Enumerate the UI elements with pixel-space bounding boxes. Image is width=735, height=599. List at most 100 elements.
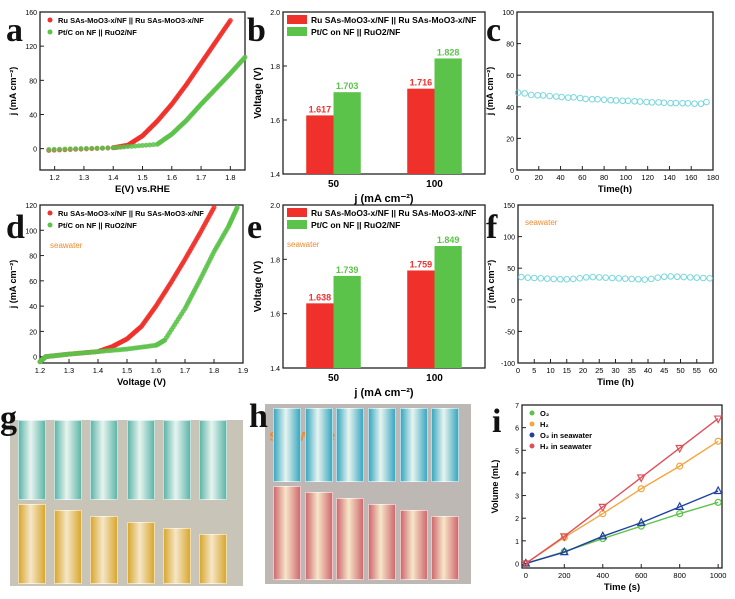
legend-label: Ru SAs-MoO3-x/NF || Ru SAs-MoO3-x/NF <box>311 208 476 218</box>
data-point <box>556 275 564 283</box>
data-point <box>634 275 642 283</box>
panel-label-d: d <box>6 209 25 246</box>
y-tick-label: 1.6 <box>270 118 280 125</box>
bar-value-label: 1.638 <box>309 292 332 302</box>
x-tick-label: 180 <box>707 173 720 182</box>
data-point <box>676 510 684 518</box>
data-point <box>534 91 541 99</box>
x-tick-label: 100 <box>426 179 443 190</box>
panel-label-g: g <box>0 400 17 437</box>
y-tick-label: 1.4 <box>270 366 280 373</box>
data-point <box>570 94 577 101</box>
x-tick-label: 1.7 <box>196 173 206 182</box>
data-point <box>521 90 528 97</box>
data-point <box>576 275 584 282</box>
x-tick-label: 1.6 <box>167 173 177 182</box>
y-tick-label: 0 <box>33 355 37 362</box>
tube-top <box>431 408 460 482</box>
chart-i: 0 200 400 600 800 1000 0 1 2 3 4 5 6 7 Time (s) Volume … <box>490 403 726 593</box>
data-point <box>546 92 553 100</box>
x-tick-label: 50 <box>328 179 340 190</box>
y-tick-label: 3 <box>515 494 519 501</box>
x-tick-label: 1.4 <box>93 366 103 375</box>
data-point <box>675 444 685 454</box>
data-point <box>530 274 538 282</box>
photo-h: seawater <box>265 404 471 584</box>
tube-bottom <box>368 504 396 580</box>
x-tick-label: 1.3 <box>64 366 74 375</box>
data-point <box>211 205 217 211</box>
x-tick-label: 140 <box>663 173 676 182</box>
data-point <box>234 205 240 211</box>
tube-top <box>162 420 191 500</box>
tube-top <box>273 408 301 482</box>
data-point <box>582 274 590 281</box>
y-tick-label: 80 <box>29 78 37 85</box>
y-tick-label: 0 <box>515 561 519 568</box>
legend-label: H₂ <box>540 420 549 429</box>
data-point <box>699 274 707 282</box>
data-point <box>105 145 111 151</box>
legend-label: Ru SAs-MoO3-x/NF || Ru SAs-MoO3-x/NF <box>58 209 204 218</box>
x-axis-label: j (mA cm⁻²) <box>353 193 414 205</box>
data-point <box>569 275 577 283</box>
panel-label-e: e <box>247 209 263 246</box>
data-point <box>602 274 610 281</box>
x-tick-label: 50 <box>676 366 684 375</box>
panel-label-c: c <box>486 12 502 49</box>
x-tick-label: 0 <box>516 366 520 375</box>
bar <box>333 92 361 174</box>
bar <box>434 58 462 174</box>
legend-label: Pt/C on NF || RuO2/NF <box>58 221 137 230</box>
tube-top <box>304 408 333 482</box>
data-point <box>552 93 560 100</box>
data-point <box>643 98 650 106</box>
y-axis-label: j (mA cm⁻²) <box>8 260 18 309</box>
chart-b: 50 1.617 1.703 100 1.716 1.828 1.4 1.6 1.8 2.0 j (… <box>253 10 486 205</box>
y-tick-label: 40 <box>29 112 37 119</box>
data-point <box>514 89 522 96</box>
data-point <box>713 415 723 424</box>
chart-d: 1.2 1.3 1.4 1.5 1.6 1.7 1.8 1.9 0 20 40 60 80 100 120 V… <box>8 203 248 388</box>
x-tick-label: 100 <box>620 173 633 182</box>
series-line <box>525 490 719 565</box>
y-axis-label: j (mA cm⁻²) <box>8 67 18 116</box>
tube-bottom <box>198 534 227 584</box>
legend-label: Pt/C on NF || RuO2/NF <box>58 28 137 37</box>
legend-marker <box>529 443 535 449</box>
y-tick-label: 40 <box>506 105 514 112</box>
x-tick-label: 600 <box>635 571 648 580</box>
y-axis-label: Volume (mL) <box>490 460 500 514</box>
data-point <box>636 474 646 483</box>
legend-swatch <box>287 208 307 217</box>
bar-value-label: 1.739 <box>336 265 359 275</box>
y-tick-label: 50 <box>507 266 515 273</box>
legend-label: O₂ <box>540 409 549 418</box>
tube-top <box>54 420 83 500</box>
data-point <box>673 273 681 281</box>
data-point <box>713 485 723 495</box>
x-tick-label: 1.5 <box>137 173 147 182</box>
data-point <box>697 100 705 107</box>
y-tick-label: 60 <box>29 279 37 286</box>
legend-label: Ru SAs-MoO3-x/NF || Ru SAs-MoO3-x/NF <box>311 15 476 25</box>
data-point <box>615 275 623 282</box>
data-point <box>62 146 68 152</box>
x-tick-label: 45 <box>660 366 668 375</box>
legend-marker <box>529 410 535 416</box>
data-point <box>679 99 686 107</box>
bar-value-label: 1.759 <box>410 259 433 269</box>
data-point <box>589 273 597 281</box>
y-tick-label: 100 <box>502 10 514 17</box>
photo-g <box>10 420 243 586</box>
data-point <box>672 99 680 107</box>
tube-bottom <box>399 510 428 580</box>
bar <box>306 115 334 174</box>
chart-f: 0 5 10 15 20 25 30 35 40 45 50 55 60 -100 -50 0 50 100 150… <box>486 203 717 388</box>
data-point <box>608 274 616 282</box>
x-tick-label: 200 <box>558 571 571 580</box>
x-tick-label: 40 <box>644 366 652 375</box>
x-axis-label: Time(h) <box>598 184 632 195</box>
tube-top <box>336 408 365 482</box>
bar-value-label: 1.716 <box>410 78 433 88</box>
